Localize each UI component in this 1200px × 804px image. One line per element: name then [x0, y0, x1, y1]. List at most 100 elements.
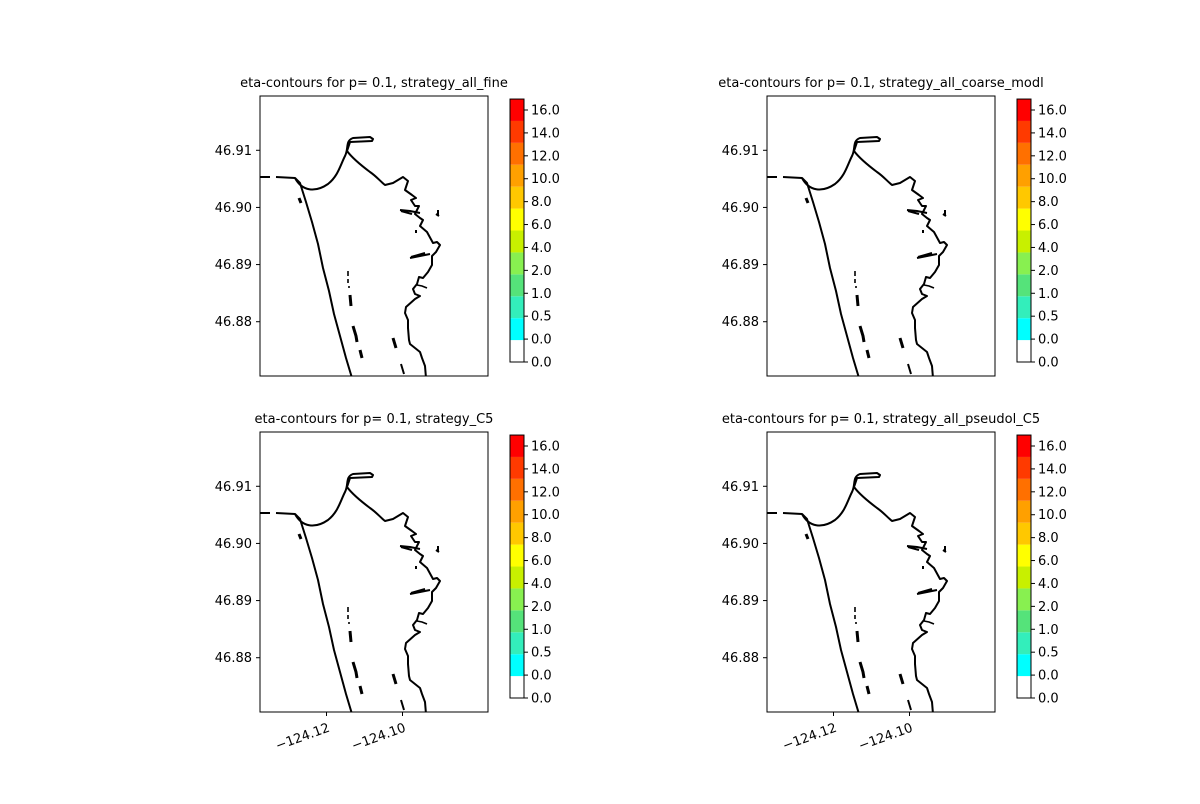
colorbar-segment — [510, 318, 524, 341]
colorbar: 0.0 0.0 0.5 1.0 2.0 4.0 6.0 8.0 10.0 12.0 14.0 16.0 — [1016, 434, 1067, 707]
colorbar-tick-label: 12.0 — [531, 485, 560, 500]
axes-frame — [259, 431, 489, 713]
subplot-title: eta-contours for p= 0.1, strategy_all_co… — [718, 76, 1043, 91]
colorbar-segment — [1017, 654, 1031, 677]
colorbar-tick-label: 6.0 — [531, 218, 552, 233]
colorbar-tick-label: 0.0 — [531, 333, 552, 348]
colorbar-segment — [510, 164, 524, 187]
colorbar-segment — [1017, 544, 1031, 567]
colorbar-segment — [1017, 588, 1031, 611]
colorbar-tick-label: 0.0 — [1038, 692, 1059, 707]
colorbar-segment — [510, 252, 524, 275]
subplot-title: eta-contours for p= 0.1, strategy_all_ps… — [722, 412, 1040, 427]
colorbar-segment — [510, 456, 524, 479]
colorbar-tick-label: 4.0 — [531, 241, 552, 256]
colorbar-segment — [510, 230, 524, 253]
colorbar-tick-label: 2.0 — [1038, 264, 1059, 279]
axes-frame — [259, 95, 489, 377]
y-tick-label: 46.89 — [722, 258, 759, 273]
colorbar-segment — [1017, 296, 1031, 319]
colorbar-tick-label: 0.0 — [1038, 356, 1059, 371]
colorbar-frame — [1016, 434, 1032, 699]
colorbar-tick-label: 12.0 — [531, 149, 560, 164]
colorbar-segment — [1017, 164, 1031, 187]
colorbar-segment — [510, 186, 524, 209]
subplot-2: eta-contours for p= 0.1, strategy_all_co… — [718, 76, 1067, 377]
colorbar-segment — [1017, 632, 1031, 655]
y-tick-label: 46.88 — [215, 315, 252, 330]
colorbar-segment — [1017, 676, 1031, 698]
colorbar-segment — [510, 340, 524, 362]
colorbar-segment — [1017, 186, 1031, 209]
colorbar-tick-label: 0.0 — [531, 356, 552, 371]
colorbar-segment — [510, 208, 524, 231]
colorbar-segment — [1017, 566, 1031, 589]
colorbar-tick-label: 0.0 — [1038, 669, 1059, 684]
y-tick-label: 46.90 — [215, 201, 252, 216]
subplot-title: eta-contours for p= 0.1, strategy_all_fi… — [240, 76, 508, 91]
colorbar-segment — [1017, 120, 1031, 143]
colorbar-segment — [1017, 230, 1031, 253]
colorbar-tick-label: 16.0 — [1038, 104, 1067, 119]
colorbar: 0.0 0.0 0.5 1.0 2.0 4.0 6.0 8.0 10.0 12.0 14.0 16.0 — [509, 434, 560, 707]
colorbar-segment — [510, 435, 524, 457]
colorbar-tick-label: 16.0 — [531, 104, 560, 119]
colorbar-frame — [1016, 98, 1032, 363]
colorbar-tick-label: 0.5 — [531, 310, 552, 325]
colorbar-segment — [1017, 274, 1031, 297]
colorbar-tick-label: 6.0 — [531, 554, 552, 569]
colorbar-segment — [1017, 478, 1031, 501]
colorbar-tick-label: 14.0 — [1038, 462, 1067, 477]
colorbar-tick-label: 4.0 — [531, 577, 552, 592]
colorbar-tick-label: 16.0 — [1038, 440, 1067, 455]
colorbar-tick-label: 12.0 — [1038, 485, 1067, 500]
y-tick-label: 46.88 — [722, 651, 759, 666]
colorbar-segment — [510, 500, 524, 523]
colorbar-segment — [1017, 142, 1031, 165]
colorbar-segment — [1017, 318, 1031, 341]
colorbar-segment — [510, 544, 524, 567]
colorbar-tick-label: 6.0 — [1038, 218, 1059, 233]
colorbar-tick-label: 1.0 — [1038, 287, 1059, 302]
colorbar-tick-label: 12.0 — [1038, 149, 1067, 164]
colorbar-segment — [510, 120, 524, 143]
subplot-3: eta-contours for p= 0.1, strategy_C5 46.8… — [215, 412, 560, 754]
colorbar-segment — [510, 588, 524, 611]
x-tick-label: −124.10 — [350, 721, 408, 754]
colorbar-tick-label: 0.5 — [1038, 310, 1059, 325]
colorbar-segment — [510, 676, 524, 698]
colorbar-tick-label: 1.0 — [1038, 623, 1059, 638]
colorbar-segment — [510, 99, 524, 121]
y-tick-label: 46.89 — [215, 594, 252, 609]
colorbar-tick-label: 1.0 — [531, 623, 552, 638]
subplot-4: eta-contours for p= 0.1, strategy_all_ps… — [722, 412, 1067, 754]
colorbar-segment — [1017, 456, 1031, 479]
y-tick-label: 46.90 — [722, 537, 759, 552]
subplot-1: eta-contours for p= 0.1, strategy_all_fi… — [215, 76, 560, 377]
colorbar-segment — [1017, 340, 1031, 362]
colorbar-tick-label: 2.0 — [531, 264, 552, 279]
x-tick-label: −124.12 — [781, 721, 839, 754]
y-tick-label: 46.91 — [722, 480, 759, 495]
colorbar-segment — [510, 654, 524, 677]
colorbar-segment — [510, 522, 524, 545]
y-tick-label: 46.90 — [215, 537, 252, 552]
colorbar-segment — [1017, 208, 1031, 231]
subplot-title: eta-contours for p= 0.1, strategy_C5 — [255, 412, 494, 427]
y-tick-label: 46.89 — [215, 258, 252, 273]
axes-frame — [766, 431, 996, 713]
y-tick-label: 46.91 — [722, 144, 759, 159]
colorbar-tick-label: 0.5 — [531, 646, 552, 661]
colorbar: 0.0 0.0 0.5 1.0 2.0 4.0 6.0 8.0 10.0 12.0 14.0 16.0 — [509, 98, 560, 371]
colorbar-tick-label: 8.0 — [531, 195, 552, 210]
colorbar-tick-label: 4.0 — [1038, 577, 1059, 592]
colorbar-tick-label: 2.0 — [1038, 600, 1059, 615]
colorbar-tick-label: 0.0 — [1038, 333, 1059, 348]
colorbar-frame — [509, 98, 525, 363]
colorbar-tick-label: 14.0 — [531, 462, 560, 477]
colorbar-tick-label: 16.0 — [531, 440, 560, 455]
colorbar-segment — [510, 478, 524, 501]
colorbar-tick-label: 10.0 — [1038, 172, 1067, 187]
colorbar-segment — [1017, 252, 1031, 275]
